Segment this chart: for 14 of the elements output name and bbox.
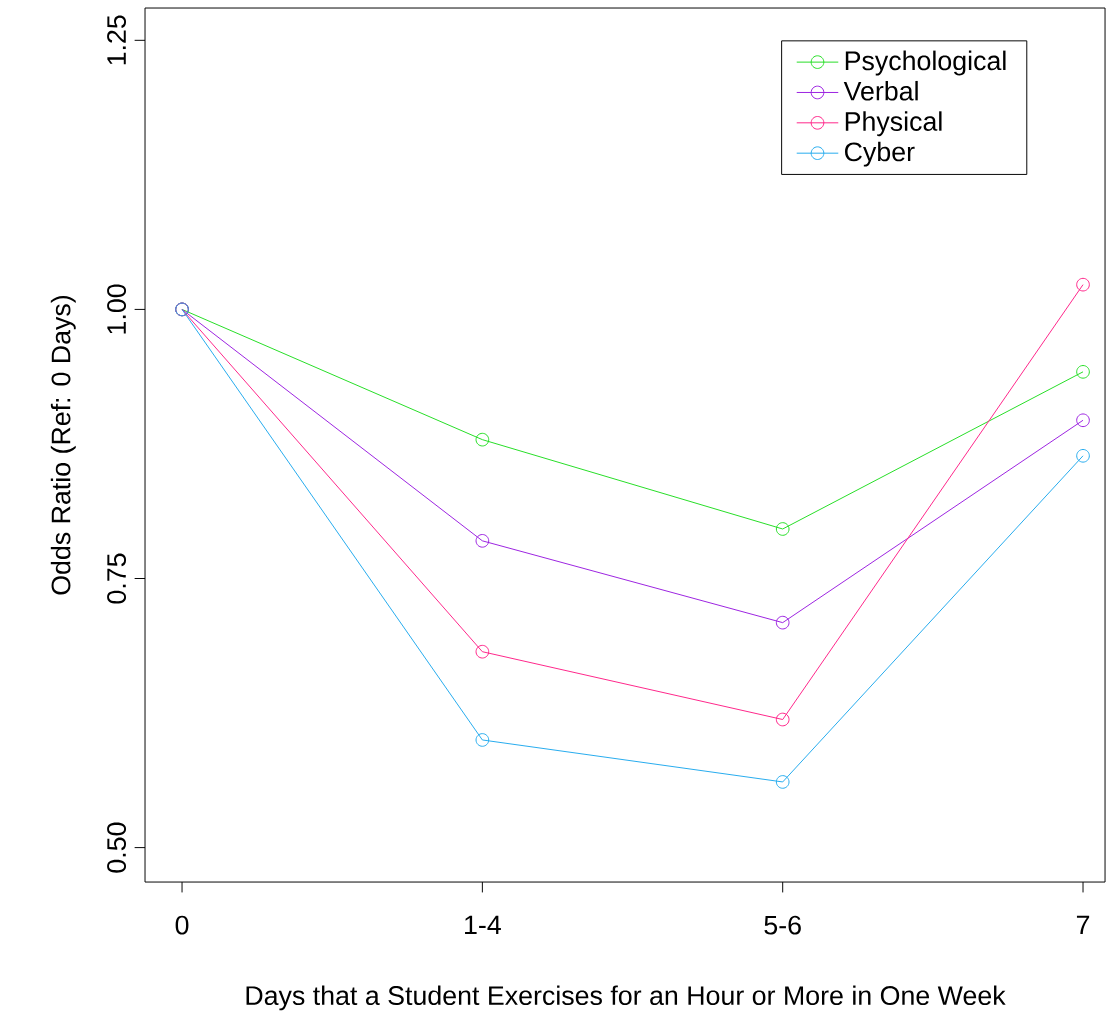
x-tick-label: 0 [175, 915, 189, 935]
legend-label: Verbal [843, 80, 918, 101]
x-axis-title: Days that a Student Exercises for an Hour or More in One Week [246, 985, 1006, 1011]
x-tick-label: 5-6 [764, 915, 801, 935]
legend-label: Cyber [845, 141, 915, 167]
y-axis-title: Odds Ratio (Ref: 0 Days) [50, 295, 76, 595]
y-tick-label: 1.00 [107, 284, 127, 334]
y-tick-label: 0.50 [107, 822, 127, 873]
legend-label: Physical [845, 111, 942, 137]
y-tick-label: 1.25 [107, 15, 127, 65]
y-tick-label: 0.75 [107, 553, 127, 604]
x-tick-label: 7 [1076, 915, 1090, 935]
legend-label: Psychological [845, 50, 1006, 76]
x-tick-label: 1-4 [465, 915, 501, 935]
